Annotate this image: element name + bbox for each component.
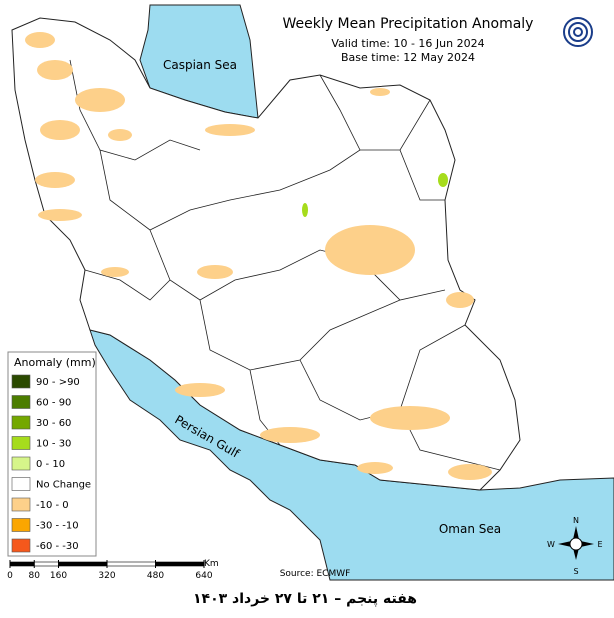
scale-segment <box>58 561 108 567</box>
title-block: Weekly Mean Precipitation Anomaly Valid … <box>283 16 534 64</box>
legend-title: Anomaly (mm) <box>14 356 96 369</box>
valid-time: Valid time: 10 - 16 Jun 2024 <box>331 37 484 50</box>
scale-label: 320 <box>98 571 115 581</box>
scale-label: 640 <box>195 571 212 581</box>
scale-bar: Km 0 80 160 320 480 640 <box>7 559 219 581</box>
legend-swatch <box>11 436 31 450</box>
scale-label: 0 <box>7 571 13 581</box>
water-label: Oman Sea <box>439 522 501 536</box>
compass-s: S <box>573 567 578 576</box>
legend-swatch <box>11 497 31 512</box>
title: Weekly Mean Precipitation Anomaly <box>283 16 534 32</box>
compass-e: E <box>597 540 602 549</box>
scale-unit: Km <box>204 559 219 569</box>
legend-label: -60 - -30 <box>36 541 79 552</box>
legend-swatch <box>11 415 31 430</box>
scale-segment <box>155 561 205 567</box>
legend-swatch <box>11 518 31 532</box>
legend-label: 90 - >90 <box>36 377 80 388</box>
logo <box>563 17 593 47</box>
scale-segment <box>33 561 59 567</box>
base-time: Base time: 12 May 2024 <box>341 51 475 64</box>
compass: N E S W <box>547 516 602 576</box>
legend-label: No Change <box>36 480 91 491</box>
anomaly-areas <box>25 32 492 480</box>
scale-label: 160 <box>50 571 67 581</box>
footer: هفته پنجم – ۲۱ تا ۲۷ خرداد ۱۴۰۳ <box>193 591 417 607</box>
legend-label: 60 - 90 <box>36 398 71 409</box>
legend-swatch <box>11 477 31 491</box>
source: Source: ECMWF <box>280 569 351 579</box>
positive-areas <box>302 173 448 217</box>
legend-swatch <box>11 395 31 409</box>
legend: Anomaly (mm) 90 - >90 60 - 90 30 - 60 10 - … <box>7 351 97 557</box>
legend-label: 10 - 30 <box>36 439 71 450</box>
scale-label: 80 <box>29 571 41 581</box>
compass-n: N <box>573 516 579 525</box>
legend-label: 0 - 10 <box>36 459 65 470</box>
legend-label: 30 - 60 <box>36 418 71 429</box>
compass-w: W <box>547 540 555 549</box>
legend-label: -30 - -10 <box>36 521 79 532</box>
iran-outline <box>11 17 521 491</box>
legend-swatch <box>11 374 31 389</box>
legend-label: -10 - 0 <box>36 500 69 511</box>
legend-swatch <box>11 538 31 553</box>
scale-label: 480 <box>147 571 164 581</box>
map <box>11 4 614 581</box>
scale-segment <box>9 561 35 567</box>
water-label: Caspian Sea <box>163 58 237 72</box>
scale-segment <box>106 561 156 567</box>
legend-swatch <box>11 456 31 471</box>
